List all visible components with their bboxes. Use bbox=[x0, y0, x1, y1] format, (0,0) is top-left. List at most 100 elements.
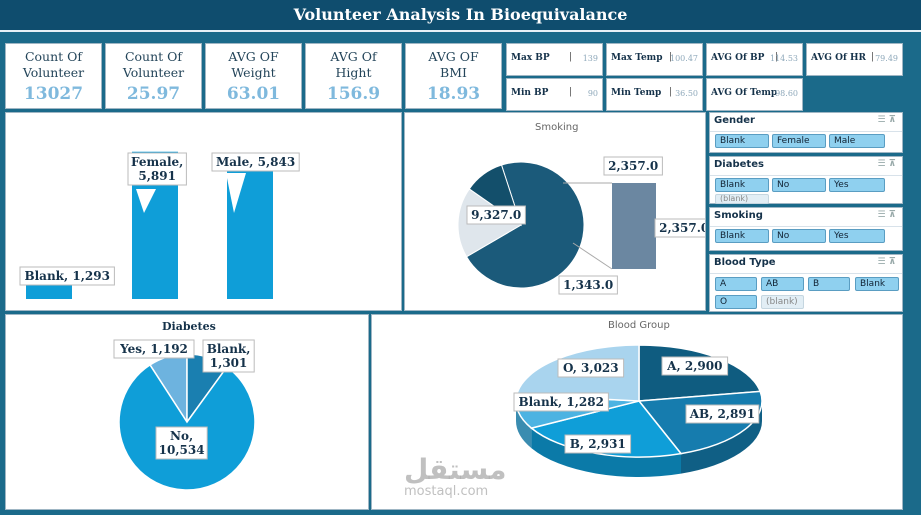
data-label: Blank, 1,293 bbox=[24, 269, 109, 283]
data-label-box bbox=[127, 152, 187, 186]
stat-min-temp: Min Temp | 36.50 bbox=[606, 78, 703, 111]
slicer-item[interactable]: Yes bbox=[829, 178, 885, 192]
separator: | bbox=[775, 52, 779, 62]
stat-avg-temp: AVG Of Temp 98.60 bbox=[706, 78, 803, 111]
gender-bar-chart: Blank, 1,293 Female,5,891 Male, 5,843 bbox=[19, 151, 300, 299]
kpi-count-volunteer-2: Count Of Volunteer 25.97 bbox=[105, 43, 202, 109]
stat-value: 36.50 bbox=[675, 89, 698, 98]
stat-label: AVG Of HR bbox=[811, 53, 866, 63]
slicer-item[interactable]: B bbox=[808, 277, 850, 291]
bar-of-pie bbox=[612, 183, 656, 269]
stat-avg-bp: AVG Of BP | 114.53 bbox=[706, 43, 803, 76]
chart-title: Blood Group bbox=[608, 320, 670, 331]
pie-side-ab bbox=[681, 401, 762, 474]
data-label: A, 2,900 bbox=[666, 359, 722, 373]
slicer-title: Diabetes ☰ ⊼ bbox=[710, 157, 902, 176]
slicer-item[interactable]: Blank bbox=[855, 277, 899, 291]
stat-label: AVG Of Temp bbox=[711, 88, 778, 98]
kpi-label: Count Of Volunteer bbox=[22, 49, 85, 80]
filter-clear-icon[interactable]: ☰ ⊼ bbox=[877, 210, 896, 220]
data-label: Blank, bbox=[207, 342, 251, 356]
data-label: 1,301 bbox=[210, 356, 248, 370]
stat-avg-hr: AVG Of HR | 79.49 bbox=[806, 43, 903, 76]
slicer-blood-type[interactable]: Blood Type ☰ ⊼ A AB B Blank O (blank) bbox=[709, 254, 903, 312]
watermark-arabic: مستقل bbox=[404, 453, 507, 486]
watermark-url: mostaql.com bbox=[404, 484, 489, 499]
separator: | bbox=[871, 52, 875, 62]
slicer-item-empty[interactable]: (blank) bbox=[761, 295, 804, 309]
stat-max-bp: Max BP | 139 bbox=[506, 43, 603, 76]
slicer-smoking[interactable]: Smoking ☰ ⊼ Blank No Yes bbox=[709, 207, 903, 251]
kpi-value: 63.01 bbox=[226, 84, 281, 104]
callout-pointer bbox=[226, 173, 246, 213]
data-label: 9,327.0 bbox=[471, 208, 521, 222]
data-label-box bbox=[113, 339, 195, 359]
data-label: O, 3,023 bbox=[563, 361, 619, 375]
slicer-title: Blood Type ☰ ⊼ bbox=[710, 255, 902, 274]
slicer-item[interactable]: Yes bbox=[829, 229, 885, 243]
kpi-count-volunteer: Count Of Volunteer 13027 bbox=[5, 43, 102, 109]
stat-value: 100.47 bbox=[670, 54, 698, 63]
slicer-item[interactable]: No bbox=[772, 229, 826, 243]
stat-label: AVG Of BP bbox=[711, 53, 765, 63]
diabetes-chart-panel: Diabetes Yes, 1,192 Blank, 1,301 No, 10,534 bbox=[5, 314, 369, 510]
slicer-gender[interactable]: Gender ☰ ⊼ Blank Female Male bbox=[709, 112, 903, 153]
filter-clear-icon[interactable]: ☰ ⊼ bbox=[877, 159, 896, 169]
slicer-item[interactable]: A bbox=[715, 277, 757, 291]
data-label: 1,343.0 bbox=[563, 278, 613, 292]
slicer-title: Gender ☰ ⊼ bbox=[710, 113, 902, 132]
separator: | bbox=[669, 52, 673, 62]
slicer-item[interactable]: No bbox=[772, 178, 826, 192]
data-label: Yes, 1,192 bbox=[119, 342, 188, 356]
slicer-item[interactable]: Male bbox=[829, 134, 885, 148]
callout-pointer bbox=[136, 189, 156, 213]
data-label-box bbox=[685, 404, 760, 424]
watermark: مستقل mostaql.com bbox=[404, 455, 506, 499]
filter-clear-icon[interactable]: ☰ ⊼ bbox=[877, 115, 896, 125]
slicer-item[interactable]: Female bbox=[772, 134, 826, 148]
slicer-item[interactable]: Blank bbox=[715, 178, 769, 192]
data-label: Female, bbox=[131, 155, 183, 169]
data-label-box bbox=[603, 156, 663, 176]
stat-value: 79.49 bbox=[875, 54, 898, 63]
slicer-diabetes[interactable]: Diabetes ☰ ⊼ Blank No Yes (blank) bbox=[709, 156, 903, 204]
kpi-label: AVG Of Hight bbox=[330, 49, 377, 80]
slicer-title: Smoking ☰ ⊼ bbox=[710, 208, 902, 227]
blood-group-pie-chart: A, 2,900 AB, 2,891 B, 2,931 Blank, 1,282 O, … bbox=[513, 344, 763, 477]
data-label-box bbox=[513, 392, 609, 412]
smoking-pie-chart: 9,327.0 2,357.0 2,357.0 1,343.0 bbox=[457, 156, 714, 295]
pie-side-blank bbox=[516, 401, 532, 449]
data-label-box bbox=[155, 426, 208, 460]
stat-value: 90 bbox=[587, 89, 598, 98]
connector-line bbox=[572, 242, 613, 270]
kpi-value: 156.9 bbox=[326, 84, 381, 104]
stat-label: Max BP bbox=[511, 53, 550, 63]
data-label-box bbox=[557, 358, 625, 378]
slicer-item-empty[interactable]: (blank) bbox=[715, 194, 769, 204]
kpi-label: Count Of Volunteer bbox=[122, 49, 185, 80]
slicer-item[interactable]: Blank bbox=[715, 134, 769, 148]
data-label: 5,891 bbox=[138, 169, 176, 183]
stat-value: 139 bbox=[582, 54, 598, 63]
kpi-label: AVG OF BMI bbox=[428, 49, 479, 80]
slicer-item[interactable]: AB bbox=[761, 277, 804, 291]
data-label-box bbox=[202, 339, 255, 373]
data-label: Blank, 1,282 bbox=[518, 395, 603, 409]
data-label-box bbox=[19, 266, 115, 286]
stat-label: Min BP bbox=[511, 88, 549, 98]
kpi-label: AVG OF Weight bbox=[228, 49, 279, 80]
kpi-value: 13027 bbox=[23, 84, 84, 104]
stat-max-temp: Max Temp | 100.47 bbox=[606, 43, 703, 76]
data-label-box bbox=[466, 205, 526, 225]
chart-title: Smoking bbox=[535, 122, 579, 133]
filter-clear-icon[interactable]: ☰ ⊼ bbox=[877, 257, 896, 267]
separator: | bbox=[569, 87, 573, 97]
kpi-avg-weight: AVG OF Weight 63.01 bbox=[205, 43, 302, 109]
stat-value: 114.53 bbox=[770, 54, 798, 63]
blood-group-chart-panel: Blood Group A, 2,900 AB, 2,891 B, 2,931 Bla… bbox=[371, 314, 903, 510]
stat-value: 98.60 bbox=[775, 89, 798, 98]
slicer-item[interactable]: Blank bbox=[715, 229, 769, 243]
data-label: AB, 2,891 bbox=[689, 407, 755, 421]
stat-label: Max Temp bbox=[611, 53, 663, 63]
slicer-item[interactable]: O bbox=[715, 295, 757, 309]
